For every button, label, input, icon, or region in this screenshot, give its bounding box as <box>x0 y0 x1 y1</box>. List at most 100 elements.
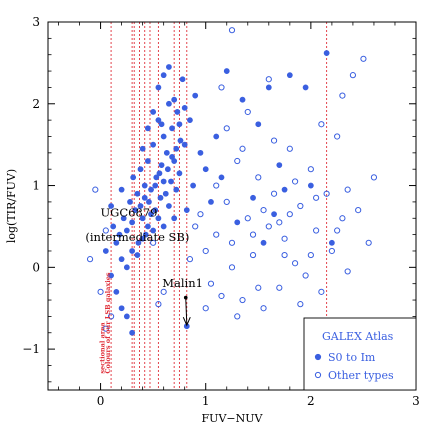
point-s0-to-im-17 <box>142 231 149 238</box>
point-s0-to-im-66 <box>164 166 171 173</box>
point-other-types-10 <box>213 231 220 238</box>
point-other-types-57 <box>291 178 299 185</box>
point-s0-to-im-26 <box>158 162 165 169</box>
point-other-types-62 <box>344 268 351 275</box>
point-other-types-34 <box>339 215 346 222</box>
point-s0-to-im-47 <box>218 174 225 181</box>
point-s0-to-im-2 <box>110 223 117 230</box>
x-axis-label: FUV−NUV <box>202 412 264 425</box>
point-s0-to-im-32 <box>169 125 175 132</box>
point-s0-to-im-91 <box>260 239 267 246</box>
annotation-1: (intermediate SB) <box>85 230 189 244</box>
point-s0-to-im-23 <box>153 174 160 181</box>
point-s0-to-im-14 <box>137 166 144 173</box>
point-s0-to-im-70 <box>139 145 146 152</box>
point-other-types-52 <box>234 313 241 320</box>
point-s0-to-im-73 <box>155 84 162 91</box>
point-other-types-49 <box>276 219 283 226</box>
point-other-types-68 <box>102 227 109 234</box>
point-s0-to-im-41 <box>190 182 196 189</box>
point-s0-to-im-52 <box>134 252 141 258</box>
point-s0-to-im-8 <box>127 199 133 205</box>
point-other-types-65 <box>281 251 288 259</box>
point-s0-to-im-48 <box>113 288 120 295</box>
point-s0-to-im-35 <box>174 109 181 115</box>
point-s0-to-im-50 <box>123 264 130 271</box>
point-s0-to-im-67 <box>169 154 175 160</box>
point-s0-to-im-6 <box>120 215 127 222</box>
point-s0-to-im-11 <box>132 207 139 213</box>
point-s0-to-im-65 <box>160 178 167 185</box>
point-other-types-37 <box>355 206 362 214</box>
point-other-types-33 <box>334 133 341 140</box>
point-other-types-42 <box>265 76 272 83</box>
point-s0-to-im-0 <box>108 272 114 279</box>
point-other-types-9 <box>207 280 215 287</box>
point-other-types-18 <box>255 174 262 181</box>
point-s0-to-im-4 <box>116 231 123 238</box>
point-s0-to-im-71 <box>144 125 151 132</box>
point-other-types-21 <box>270 190 278 197</box>
point-other-types-29 <box>313 227 320 234</box>
point-s0-to-im-80 <box>223 68 230 74</box>
x-tick-label-1: 1 <box>202 394 210 408</box>
point-s0-to-im-29 <box>163 149 170 156</box>
point-other-types-59 <box>218 84 225 91</box>
legend-entry-s0-to-im: S0 to Im <box>328 351 376 364</box>
point-other-types-35 <box>344 186 351 193</box>
legend-title: GALEX Atlas <box>322 330 394 343</box>
point-s0-to-im-68 <box>173 145 180 152</box>
point-s0-to-im-59 <box>171 215 178 222</box>
point-other-types-16 <box>244 215 251 222</box>
y-tick-label-0: −1 <box>22 342 40 356</box>
point-s0-to-im-99 <box>118 186 125 193</box>
point-other-types-5 <box>160 288 167 295</box>
point-s0-to-im-49 <box>118 305 125 312</box>
point-s0-to-im-34 <box>173 186 180 193</box>
point-s0-to-im-43 <box>197 149 204 156</box>
point-other-types-1 <box>97 288 104 295</box>
point-s0-to-im-64 <box>156 170 163 177</box>
point-other-types-44 <box>307 251 314 259</box>
point-s0-to-im-85 <box>286 72 293 79</box>
point-other-types-3 <box>107 313 115 320</box>
point-other-types-19 <box>260 305 267 312</box>
point-other-types-41 <box>244 108 251 116</box>
point-other-types-69 <box>155 301 162 308</box>
point-s0-to-im-38 <box>181 141 188 148</box>
plot-frame <box>47 21 417 391</box>
point-s0-to-im-18 <box>144 158 151 164</box>
point-other-types-39 <box>365 239 372 246</box>
x-tick-label-0: 0 <box>97 394 105 408</box>
point-s0-to-im-15 <box>139 215 146 222</box>
legend-marker-open <box>314 371 322 379</box>
legend-marker-filled <box>314 353 322 361</box>
point-other-types-11 <box>218 292 225 300</box>
point-s0-to-im-96 <box>123 313 130 320</box>
point-s0-to-im-90 <box>250 194 256 201</box>
point-s0-to-im-37 <box>179 76 186 83</box>
arrow-shaft <box>185 297 188 325</box>
point-other-types-55 <box>370 174 378 181</box>
rotated-annotation-3: Colours of our LSB galaxies <box>104 272 112 373</box>
point-s0-to-im-16 <box>141 182 148 189</box>
point-s0-to-im-28 <box>162 190 169 197</box>
point-s0-to-im-58 <box>166 203 172 209</box>
point-s0-to-im-94 <box>328 239 335 246</box>
point-other-types-24 <box>286 145 293 152</box>
point-s0-to-im-44 <box>202 166 209 173</box>
point-s0-to-im-98 <box>108 203 114 209</box>
point-s0-to-im-89 <box>234 219 241 226</box>
point-s0-to-im-51 <box>129 248 136 254</box>
point-other-types-25 <box>291 260 299 267</box>
point-s0-to-im-82 <box>255 121 262 128</box>
point-other-types-66 <box>318 121 325 128</box>
point-other-types-15 <box>239 296 246 304</box>
legend-box <box>303 317 417 391</box>
point-other-types-50 <box>92 186 99 193</box>
point-other-types-67 <box>334 227 341 234</box>
point-s0-to-im-45 <box>208 199 214 205</box>
arrow-head <box>182 317 191 327</box>
point-s0-to-im-53 <box>139 235 146 242</box>
point-s0-to-im-54 <box>144 223 151 230</box>
